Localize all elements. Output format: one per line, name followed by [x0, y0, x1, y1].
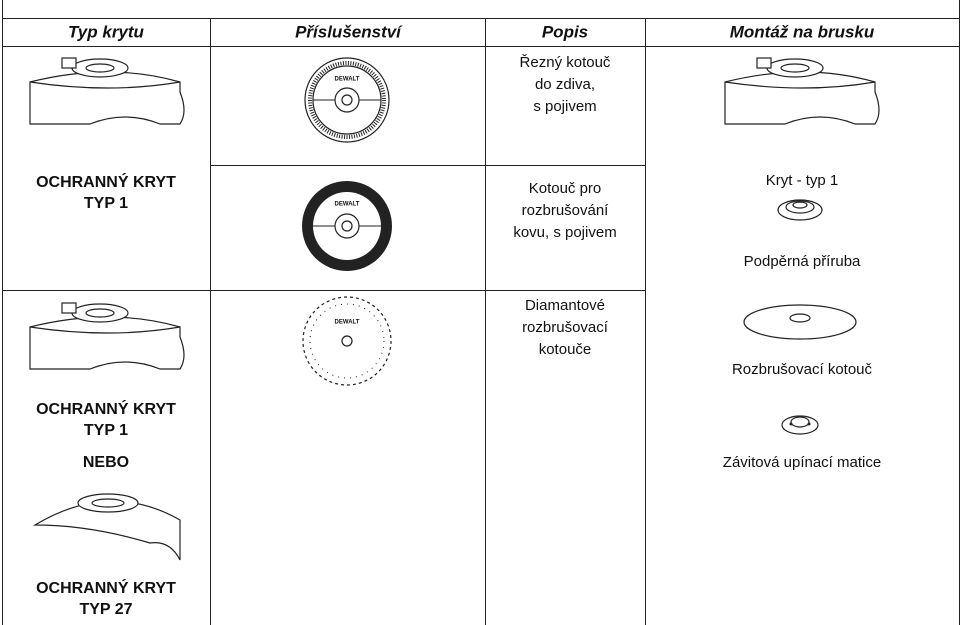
guard-label: OCHRANNÝ KRYT	[36, 578, 176, 597]
guard-type-1-icon	[29, 57, 185, 125]
disc-logo: DEWALT	[335, 202, 360, 208]
description: Diamantové	[525, 297, 605, 314]
diamond-disc-icon: DEWALT	[302, 296, 392, 386]
assembly-label: Podpěrná příruba	[744, 253, 861, 270]
disc-logo: DEWALT	[335, 77, 360, 83]
flange-icon	[777, 199, 823, 221]
description: Řezný kotouč	[520, 54, 611, 71]
guard-type-1-icon	[29, 302, 185, 370]
guard-type-27-icon	[32, 493, 181, 561]
metal-disc-icon: DEWALT	[302, 181, 392, 271]
disc-logo: DEWALT	[335, 320, 360, 326]
header-cell: Montáž na brusku	[730, 22, 875, 41]
description: rozbrušovací	[522, 319, 609, 336]
description: kovu, s pojivem	[513, 224, 616, 241]
guard-label: TYP 1	[84, 195, 128, 212]
description: do zdiva,	[535, 76, 595, 93]
guard-label: NEBO	[83, 454, 129, 471]
guard-type-1-icon	[724, 57, 880, 125]
assembly-label: Závitová upínací matice	[723, 454, 881, 471]
header-cell: Popis	[542, 22, 588, 41]
header-cell: Typ krytu	[68, 22, 145, 41]
assembly-label: Kryt - typ 1	[766, 172, 839, 189]
cutting-disc-icon	[743, 304, 857, 340]
masonry-disc-icon: DEWALT	[304, 57, 390, 143]
guard-label: OCHRANNÝ KRYT	[36, 172, 176, 191]
guard-label: OCHRANNÝ KRYT	[36, 399, 176, 418]
description: rozbrušování	[522, 202, 610, 219]
assembly-label: Rozbrušovací kotouč	[732, 361, 873, 378]
nut-icon	[781, 415, 819, 435]
description: kotouče	[539, 341, 592, 358]
header-cell: Příslušenství	[295, 22, 403, 41]
guard-label: TYP 27	[79, 601, 132, 618]
guard-label: TYP 1	[84, 422, 128, 439]
description: s pojivem	[533, 98, 596, 115]
description: Kotouč pro	[529, 180, 602, 197]
